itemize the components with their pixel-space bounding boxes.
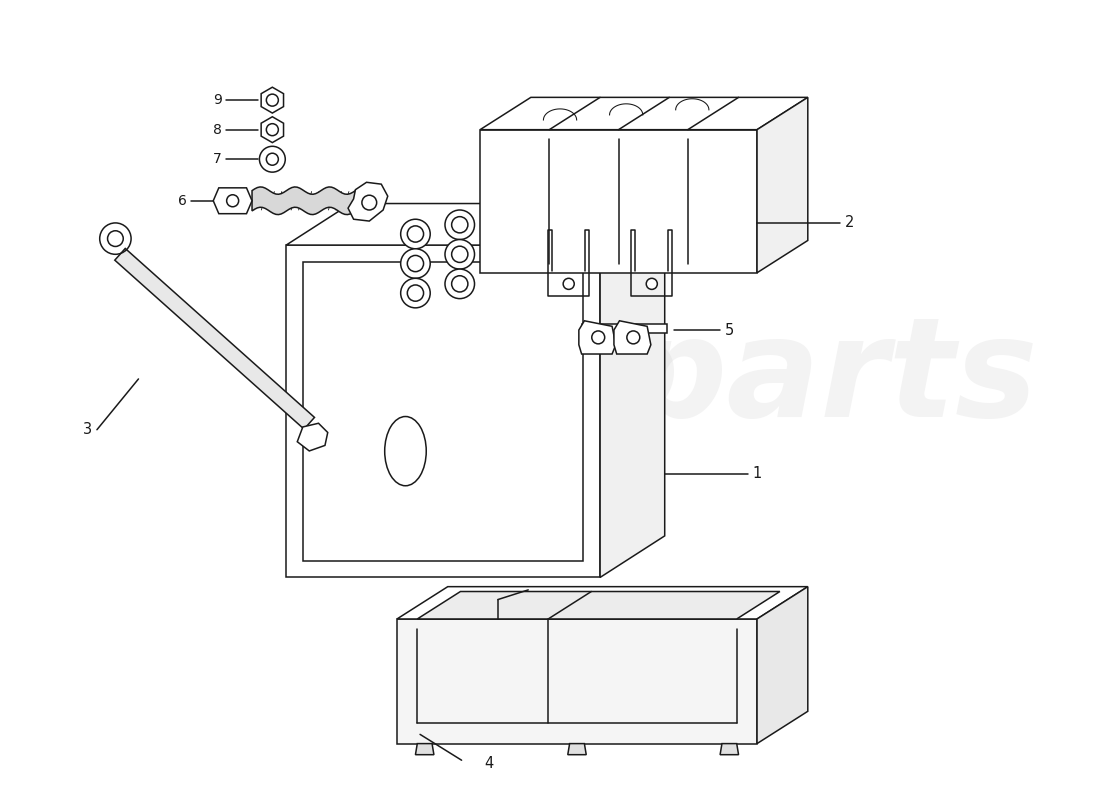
Circle shape xyxy=(452,246,468,262)
Polygon shape xyxy=(286,245,601,578)
Polygon shape xyxy=(480,130,757,273)
Text: parts: parts xyxy=(628,311,1038,446)
Circle shape xyxy=(407,226,424,242)
Circle shape xyxy=(407,285,424,302)
Circle shape xyxy=(592,331,605,344)
Polygon shape xyxy=(252,187,355,214)
Polygon shape xyxy=(261,87,284,113)
Polygon shape xyxy=(568,744,586,754)
Text: 2: 2 xyxy=(845,215,854,230)
Text: euro: euro xyxy=(323,311,680,446)
Circle shape xyxy=(446,269,474,298)
Circle shape xyxy=(266,154,278,166)
Circle shape xyxy=(266,94,278,106)
Polygon shape xyxy=(213,188,252,214)
Circle shape xyxy=(227,194,239,206)
Circle shape xyxy=(400,249,430,278)
Polygon shape xyxy=(582,323,668,333)
Text: 3: 3 xyxy=(84,422,92,438)
Text: a passion for parts since 1985: a passion for parts since 1985 xyxy=(355,413,661,530)
Text: 5: 5 xyxy=(725,322,734,338)
Circle shape xyxy=(407,255,424,272)
Polygon shape xyxy=(397,619,757,744)
Polygon shape xyxy=(601,203,664,578)
Polygon shape xyxy=(720,744,738,754)
Circle shape xyxy=(646,278,658,290)
Circle shape xyxy=(446,239,474,269)
Text: 6: 6 xyxy=(177,194,187,208)
Polygon shape xyxy=(286,203,664,245)
Polygon shape xyxy=(114,249,315,429)
Text: 4: 4 xyxy=(485,757,494,771)
Polygon shape xyxy=(757,586,807,744)
Polygon shape xyxy=(614,321,651,354)
Circle shape xyxy=(266,124,278,136)
Circle shape xyxy=(400,278,430,308)
Polygon shape xyxy=(480,98,807,130)
Circle shape xyxy=(400,219,430,249)
Polygon shape xyxy=(579,321,616,354)
Text: 7: 7 xyxy=(212,152,221,166)
Circle shape xyxy=(452,276,468,292)
Text: 8: 8 xyxy=(212,122,221,137)
Polygon shape xyxy=(757,98,807,273)
Polygon shape xyxy=(417,591,780,619)
Polygon shape xyxy=(397,586,807,619)
Polygon shape xyxy=(348,182,387,221)
Circle shape xyxy=(446,210,474,239)
Circle shape xyxy=(260,146,285,172)
Text: 9: 9 xyxy=(212,93,221,107)
Polygon shape xyxy=(416,744,433,754)
Polygon shape xyxy=(261,117,284,142)
Text: 1: 1 xyxy=(752,466,761,481)
Circle shape xyxy=(563,278,574,290)
Polygon shape xyxy=(297,423,328,451)
Circle shape xyxy=(627,331,640,344)
Circle shape xyxy=(452,217,468,233)
